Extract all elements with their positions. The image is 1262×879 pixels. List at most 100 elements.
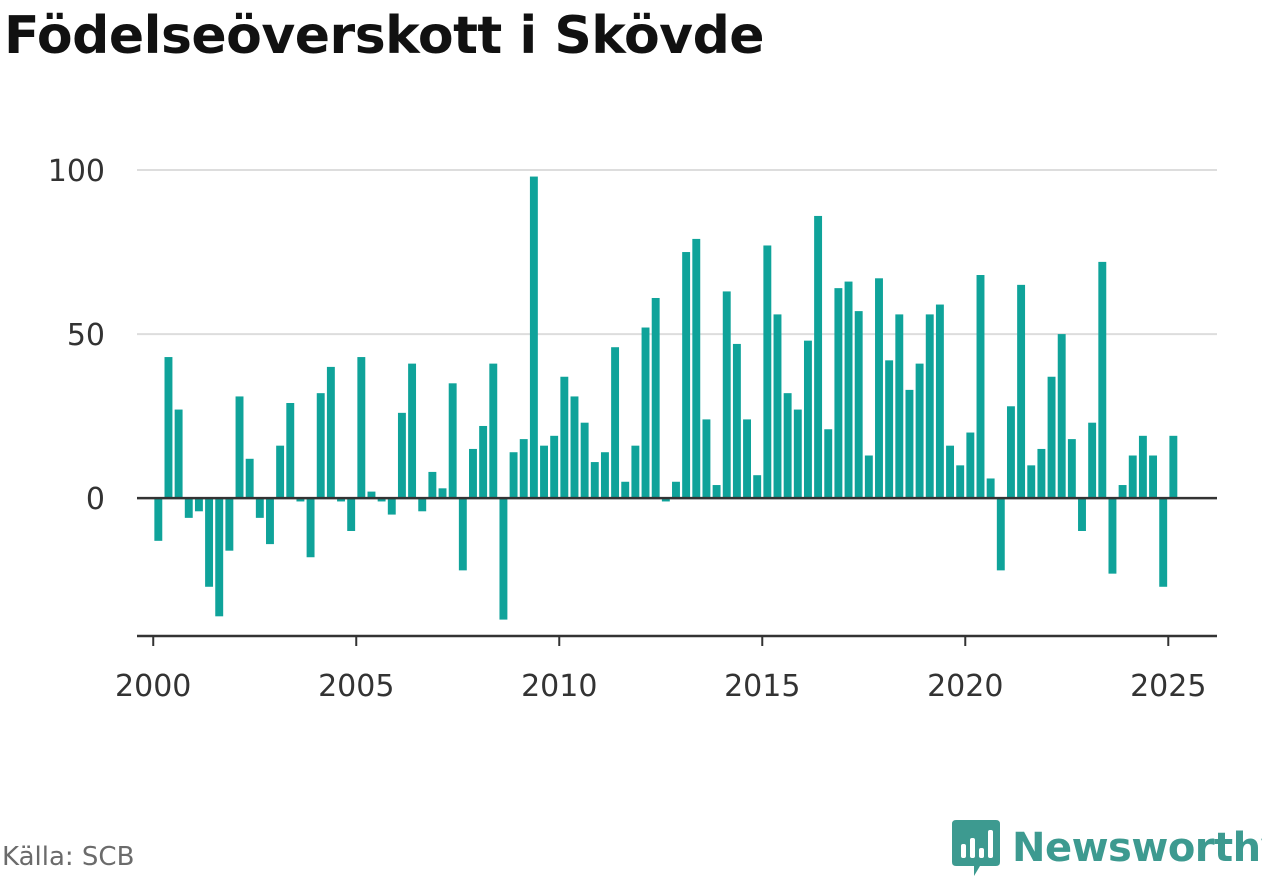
bar xyxy=(854,311,863,499)
bar xyxy=(834,288,843,499)
bar xyxy=(377,498,386,502)
x-tick-label: 2020 xyxy=(927,669,1003,704)
bar xyxy=(276,445,285,499)
bar xyxy=(1118,485,1127,499)
source-note: Källa: SCB xyxy=(2,842,135,872)
bar xyxy=(651,297,660,499)
bar xyxy=(611,347,620,499)
bar xyxy=(367,491,376,499)
bar xyxy=(600,452,609,499)
bar xyxy=(337,498,345,502)
bar xyxy=(905,389,914,499)
bar xyxy=(1017,284,1026,499)
bar xyxy=(194,498,203,512)
bar xyxy=(438,488,447,499)
bar xyxy=(215,498,224,617)
y-tick-label: 50 xyxy=(67,318,105,353)
chart-title: Födelseöverskott i Skövde xyxy=(4,6,765,66)
bar xyxy=(661,498,670,502)
bar xyxy=(540,445,548,499)
bar xyxy=(1067,439,1076,499)
bar xyxy=(306,498,315,558)
bar xyxy=(631,445,640,499)
bar xyxy=(783,393,792,499)
bar xyxy=(1128,455,1137,499)
y-tick-labels: 0 50 100 xyxy=(48,154,105,517)
bar xyxy=(428,471,437,499)
x-tick-label: 2015 xyxy=(724,669,800,704)
bar xyxy=(1027,465,1036,499)
bar xyxy=(1108,498,1117,574)
bar xyxy=(763,245,772,499)
bar xyxy=(743,419,751,499)
bar xyxy=(925,314,934,499)
bar xyxy=(590,462,599,499)
x-tick-label: 2005 xyxy=(318,669,394,704)
newsworthy-logo-icon xyxy=(952,820,1000,876)
y-tick-label: 100 xyxy=(48,154,105,189)
bar xyxy=(235,396,244,499)
bar xyxy=(1057,334,1066,499)
bar xyxy=(519,439,528,499)
bar xyxy=(1149,455,1158,499)
bar xyxy=(469,448,477,499)
bar xyxy=(732,343,741,499)
y-tick-label: 0 xyxy=(86,482,105,517)
bar xyxy=(550,435,559,499)
bar xyxy=(154,498,163,541)
bars xyxy=(154,176,1178,620)
bar xyxy=(692,238,701,499)
bar xyxy=(824,429,833,499)
bar xyxy=(641,327,650,499)
bar xyxy=(773,314,782,499)
bar xyxy=(946,445,955,499)
bar xyxy=(1037,448,1046,499)
bar xyxy=(184,498,193,518)
bar xyxy=(255,498,264,518)
bar xyxy=(570,396,579,499)
bar xyxy=(976,275,985,499)
bar xyxy=(935,304,944,499)
bar xyxy=(885,360,894,499)
bar xyxy=(672,481,680,499)
newsworthy-logo: Newsworthy xyxy=(950,818,1262,878)
bar xyxy=(966,432,975,499)
bar xyxy=(793,409,802,499)
bar xyxy=(397,412,406,499)
x-tick-label: 2000 xyxy=(115,669,191,704)
bar xyxy=(712,485,721,499)
bar xyxy=(418,498,427,512)
bar xyxy=(580,422,589,499)
bar xyxy=(357,357,366,499)
bar xyxy=(479,425,488,499)
bar xyxy=(205,498,214,587)
axes xyxy=(137,496,1217,646)
bar xyxy=(458,498,467,571)
bar xyxy=(814,215,823,499)
bar xyxy=(1047,376,1056,499)
bar xyxy=(1159,498,1168,587)
bar xyxy=(722,291,731,499)
bar xyxy=(996,498,1005,571)
x-tick-labels: 2000 2005 2010 2015 2020 2025 xyxy=(115,669,1206,704)
x-tick-label: 2025 xyxy=(1130,669,1206,704)
bar xyxy=(986,478,995,499)
bar xyxy=(245,458,254,499)
brand-name: Newsworthy xyxy=(1012,825,1262,871)
bar xyxy=(753,475,762,499)
bar xyxy=(1138,435,1147,499)
bar xyxy=(844,281,853,499)
bar xyxy=(174,409,183,499)
bar xyxy=(956,465,965,499)
bar xyxy=(915,363,924,499)
bar xyxy=(875,278,883,499)
bar xyxy=(1078,498,1086,531)
bar xyxy=(408,363,417,499)
bar xyxy=(509,452,518,499)
bar xyxy=(387,498,396,515)
bar xyxy=(286,403,295,499)
bar xyxy=(1169,435,1178,499)
bar xyxy=(225,498,234,551)
bar xyxy=(1098,261,1107,499)
bar xyxy=(164,357,173,499)
